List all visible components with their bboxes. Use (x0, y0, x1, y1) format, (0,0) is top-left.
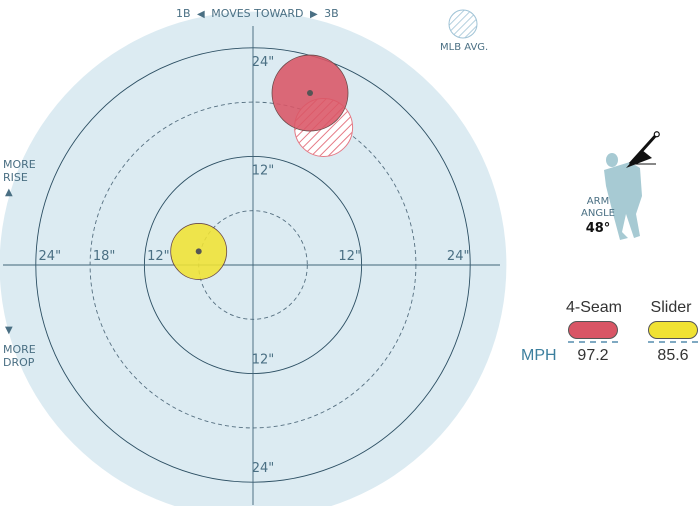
mph-label: MPH (521, 347, 557, 364)
y-tick-bottom-12: 12" (252, 353, 275, 368)
legend-slider-swatch (648, 321, 698, 339)
more-drop-line1: MORE (3, 343, 36, 356)
arm-angle-value: 48° (585, 221, 611, 236)
more-drop-line2: DROP (3, 356, 35, 369)
legend-four-seam-avg-dash (568, 341, 618, 343)
legend-four-seam-swatch (568, 321, 618, 339)
x-tick-left-24: 24" (39, 249, 62, 264)
direction-caption: 1B ◀ MOVES TOWARD ▶ 3B (176, 7, 339, 20)
arm-angle-label: ARM ANGLE (570, 196, 626, 220)
third-base-label: 3B (324, 7, 339, 20)
triangle-right-icon: ▶ (309, 9, 318, 20)
pitcher-silhouette-icon (604, 131, 660, 240)
y-tick-bottom-24: 24" (252, 461, 275, 476)
mlb-avg-legend-swatch (448, 9, 478, 39)
y-tick-top-12: 12" (252, 163, 275, 178)
triangle-up-icon: ▲ (5, 187, 13, 198)
legend-slider-avg-dash (648, 341, 698, 343)
x-tick-right-12: 12" (338, 249, 361, 264)
more-rise-line2: RISE (3, 171, 28, 184)
x-tick-left-18: 18" (93, 249, 116, 264)
legend-four-seam-mph: 97.2 (577, 347, 609, 364)
x-tick-right-24: 24" (447, 249, 470, 264)
legend-four-seam-name: 4-Seam (565, 299, 623, 316)
y-tick-top-24: 24" (252, 55, 275, 70)
triangle-down-icon: ▼ (5, 325, 13, 336)
more-drop-label: ▼ MORE DROP (3, 324, 36, 369)
first-base-label: 1B (176, 7, 191, 20)
triangle-left-icon: ◀ (197, 9, 205, 20)
pitch-center-dot-0 (307, 90, 314, 97)
mlb-avg-label: MLB AVG. (440, 42, 489, 53)
x-tick-left-12: 12" (147, 249, 170, 264)
arm-angle-line2: ANGLE (581, 208, 615, 219)
more-rise-label: MORE RISE ▲ (3, 158, 36, 199)
moves-toward-label: MOVES TOWARD (211, 7, 304, 20)
legend-slider-name: Slider (650, 299, 692, 316)
more-rise-line1: MORE (3, 158, 36, 171)
arm-angle-line1: ARM (586, 196, 610, 207)
pitch-center-dot-1 (195, 248, 202, 255)
legend-slider-mph: 85.6 (657, 347, 689, 364)
